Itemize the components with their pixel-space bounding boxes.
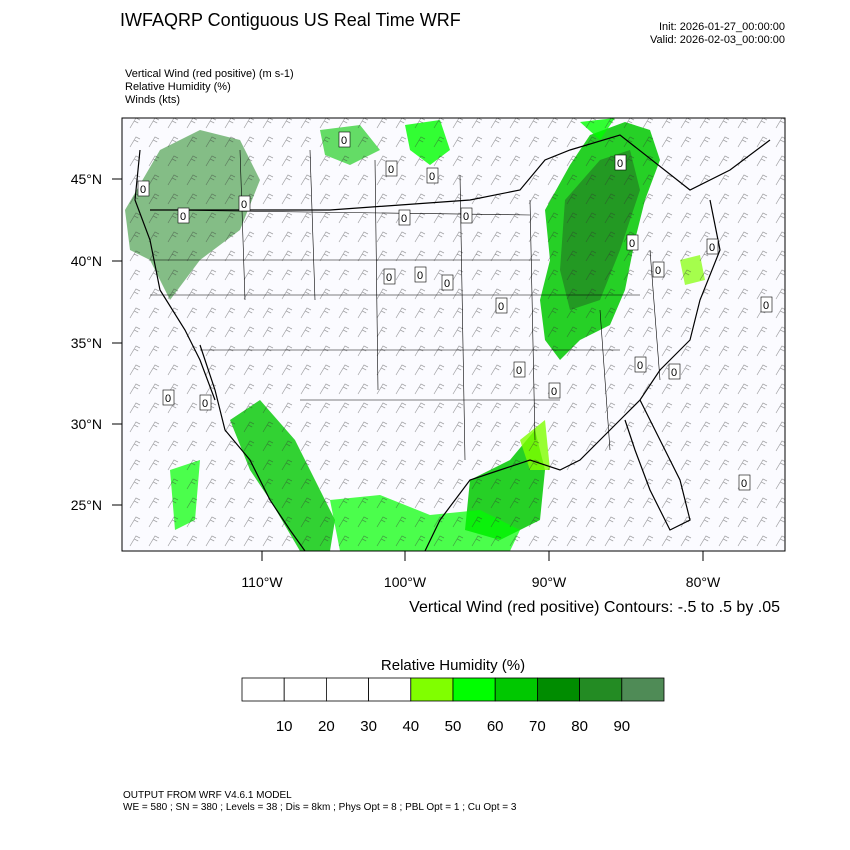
contour-label-box [398, 209, 411, 226]
contour-label: 0 [551, 386, 557, 398]
contour-label-box [460, 207, 473, 224]
axis-ticks: 45°N 40°N 35°N 30°N 25°N 110°W 100°W 90°W 80°W [71, 171, 721, 590]
lat-label: 45°N [71, 171, 102, 187]
colorbar-label: 20 [318, 718, 335, 735]
contour-label: 0 [516, 365, 522, 377]
contour-label: 0 [709, 242, 715, 254]
contour-label-box [614, 154, 627, 171]
contour-label-box [338, 131, 351, 148]
lon-label: 90°W [532, 574, 567, 590]
field-label: Winds (kts) [125, 94, 180, 106]
contour-label-box [513, 361, 526, 378]
contour-label: 0 [388, 164, 394, 176]
contour-label: 0 [637, 360, 643, 372]
lon-label: 100°W [384, 574, 427, 590]
contour-label: 0 [617, 158, 623, 170]
colorbar-box [325, 677, 369, 702]
contour-label-box [668, 363, 681, 380]
contour-label: 0 [629, 238, 635, 250]
contour-label-box [760, 296, 773, 313]
wind-barb-set [129, 118, 785, 547]
contour-label: 0 [444, 278, 450, 290]
colorbar-label: 50 [445, 718, 462, 735]
colorbar-label: 10 [276, 718, 293, 735]
lat-label: 25°N [71, 497, 102, 513]
contour-label-box [706, 238, 719, 255]
contour-label-box [383, 268, 396, 285]
contour-note: Vertical Wind (red positive) Contours: -… [409, 599, 780, 616]
colorbar-box [283, 677, 327, 702]
init-time: Init: 2026-01-27_00:00:00 [659, 21, 785, 33]
contour-label-box [414, 266, 427, 283]
contour-label: 0 [202, 398, 208, 410]
lat-label: 40°N [71, 253, 102, 269]
field-label: Relative Humidity (%) [125, 81, 231, 93]
contour-label-box [137, 180, 150, 197]
contour-labels: 0 0 0 0 0 0 0 0 0 0 0 0 0 0 0 0 0 0 0 0 0 0 0 0 [137, 131, 773, 491]
field-label: Vertical Wind (red positive) (m s-1) [125, 68, 294, 80]
lat-label: 30°N [71, 416, 102, 432]
colorbar-box [579, 677, 623, 702]
contour-label: 0 [463, 211, 469, 223]
colorbar-box [368, 677, 412, 702]
contour-label-box [548, 382, 561, 399]
humidity-shading [125, 118, 705, 551]
colorbar-label: 70 [529, 718, 546, 735]
contour-label: 0 [241, 199, 247, 211]
coastlines [134, 134, 771, 551]
colorbar-label: 60 [487, 718, 504, 735]
footer-line: WE = 580 ; SN = 380 ; Levels = 38 ; Dis … [123, 802, 517, 813]
contour-label-box [626, 234, 639, 251]
colorbar-box [621, 677, 665, 702]
contour-label: 0 [671, 367, 677, 379]
colorbar-label: 40 [402, 718, 419, 735]
contour-label: 0 [140, 184, 146, 196]
footer-line: OUTPUT FROM WRF V4.6.1 MODEL [123, 790, 292, 801]
contour-label: 0 [741, 478, 747, 490]
contour-label: 0 [386, 272, 392, 284]
colorbar-label: 80 [571, 718, 588, 735]
colorbar-box [537, 677, 581, 702]
contour-label-box [634, 356, 647, 373]
colorbar-box [452, 677, 496, 702]
colorbar: 10 20 30 40 50 60 70 80 90 [241, 677, 665, 735]
contour-label-box [162, 389, 175, 406]
lon-label: 110°W [241, 574, 283, 590]
map-area: 0 0 0 0 0 0 0 0 0 0 0 0 0 0 0 0 0 0 0 0 0 0 0 0 [122, 118, 785, 551]
contour-label-box [426, 167, 439, 184]
colorbar-title: Relative Humidity (%) [381, 657, 525, 674]
contour-label: 0 [763, 300, 769, 312]
lon-label: 80°W [686, 574, 721, 590]
contour-label: 0 [165, 393, 171, 405]
contour-label-box [495, 297, 508, 314]
contour-label-box [177, 207, 190, 224]
colorbar-box [241, 677, 285, 702]
contour-label: 0 [498, 301, 504, 313]
state-lines [150, 149, 661, 461]
colorbar-box [410, 677, 454, 702]
contour-label: 0 [180, 211, 186, 223]
contour-label: 0 [655, 265, 661, 277]
contour-label-box [385, 160, 398, 177]
lat-label: 35°N [71, 335, 102, 351]
contour-label: 0 [401, 213, 407, 225]
map-frame [121, 117, 786, 552]
contour-label: 0 [417, 270, 423, 282]
contour-label-box [652, 261, 665, 278]
contour-label-box [738, 474, 751, 491]
valid-time: Valid: 2026-02-03_00:00:00 [650, 34, 785, 46]
contour-label-box [441, 274, 454, 291]
colorbar-box [494, 677, 538, 702]
colorbar-label: 30 [360, 718, 377, 735]
contour-label-box [238, 195, 251, 212]
contour-label-box [199, 394, 212, 411]
wind-barbs [129, 118, 785, 547]
colorbar-label: 90 [613, 718, 630, 735]
title: IWFAQRP Contiguous US Real Time WRF [120, 10, 461, 30]
contour-label: 0 [429, 171, 435, 183]
contour-label: 0 [341, 135, 347, 147]
